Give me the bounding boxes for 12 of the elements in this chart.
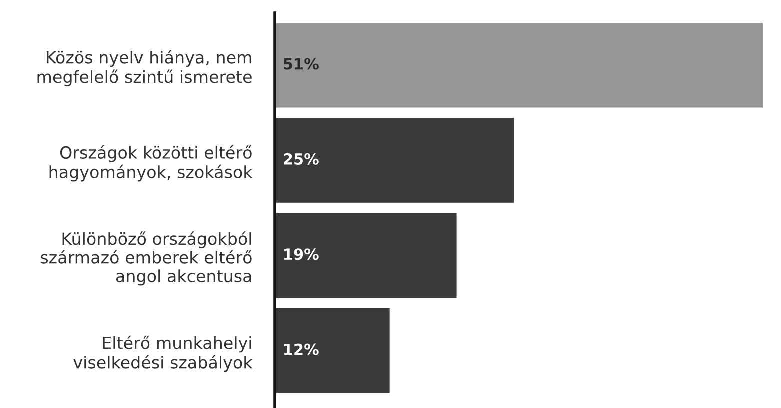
data-label: 19% (284, 248, 319, 260)
y-tick-label: Közös nyelv hiánya, nem megfelelő szintű ismerete (38, 50, 252, 87)
y-tick-label: Különböző országokból származó emberek eltérő angol akcentusa (41, 232, 252, 286)
data-label: 25% (284, 153, 319, 165)
data-label: 12% (284, 344, 319, 356)
y-tick-label: Országok közötti eltérő hagyományok, szokások (50, 145, 253, 182)
bar (275, 118, 514, 203)
bar (275, 22, 763, 108)
data-label: 51% (284, 58, 319, 70)
y-tick-label: Eltérő munkahelyi viselkedési szabályok (74, 336, 253, 372)
bar (275, 213, 457, 298)
bar (275, 308, 390, 394)
